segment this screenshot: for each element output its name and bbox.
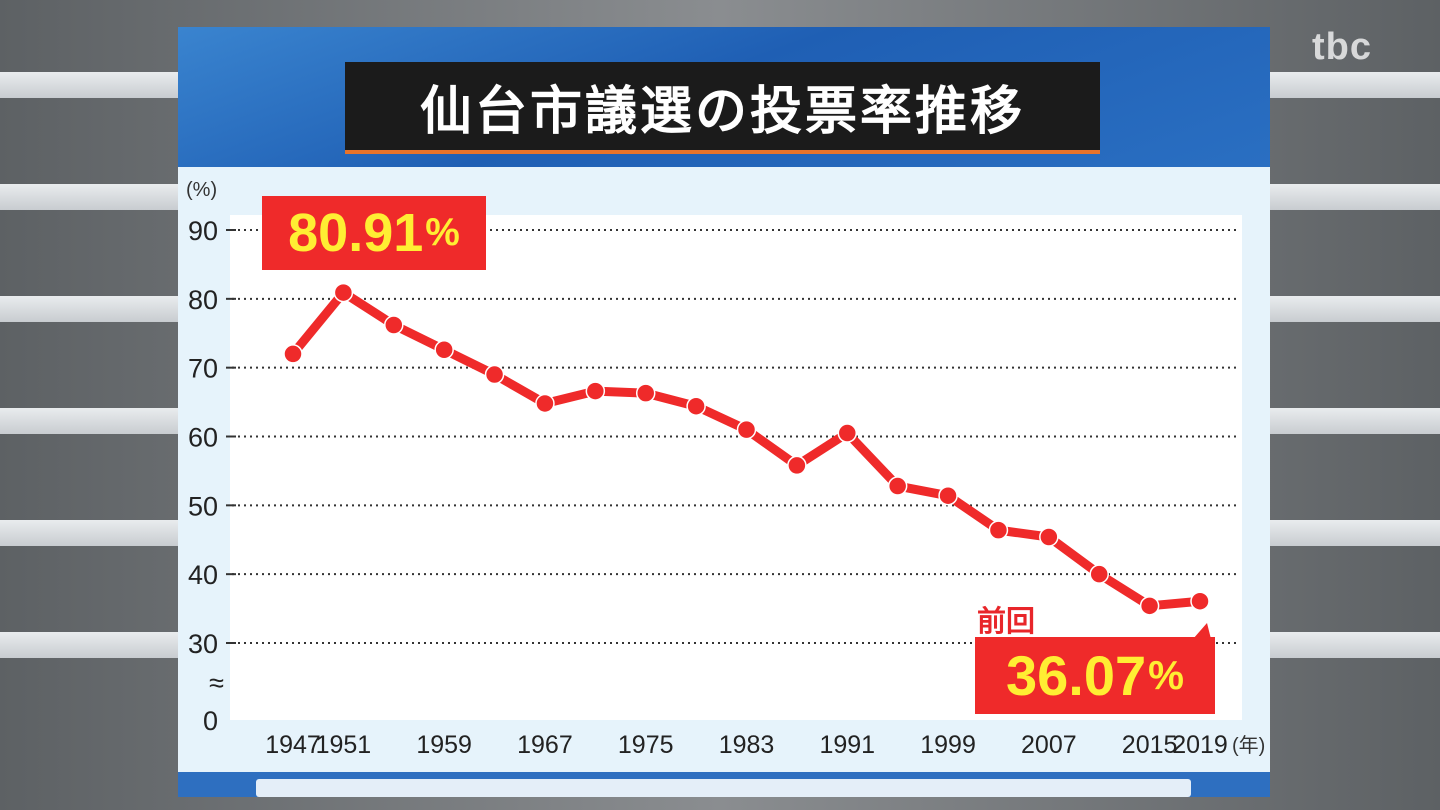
y-axis-unit: (%) [186, 179, 217, 201]
data-point [585, 381, 606, 401]
data-point [887, 476, 908, 496]
last-value-callout: 36.07% [975, 623, 1215, 714]
x-tick-label: 2015 [1122, 731, 1178, 759]
data-point [1039, 527, 1059, 547]
last-value-percent: % [1148, 652, 1184, 699]
max-value-percent: % [425, 210, 460, 254]
x-tick-label: 2019 [1172, 731, 1228, 759]
y-tick-label: 0 [203, 706, 218, 736]
chart-title: 仙台市議選の投票率推移 [419, 81, 1025, 142]
series-turnout [283, 282, 1210, 616]
broadcaster-logo: tbc [1312, 26, 1372, 68]
data-point [635, 383, 656, 403]
x-tick-label: 1999 [920, 731, 976, 759]
data-point [384, 315, 404, 335]
previous-election-label: 前回 [977, 604, 1036, 638]
y-tick-label: 50 [188, 491, 218, 521]
y-tick-label: 90 [188, 216, 218, 246]
series-line [288, 288, 1205, 611]
y-tick-label: 40 [188, 560, 218, 590]
data-point [1139, 596, 1160, 616]
y-tick-label: 70 [188, 354, 218, 384]
x-tick-label: 1951 [316, 731, 372, 759]
panel-footer-bar [256, 779, 1191, 797]
y-axis: 90 80 70 60 50 40 30 ≈0 (%) [186, 179, 236, 736]
data-point [1089, 564, 1109, 584]
data-point [434, 340, 454, 360]
y-tick-label: ≈ [209, 668, 224, 698]
grid-lines [232, 229, 1240, 644]
y-tick-label: 80 [188, 285, 218, 315]
data-point [333, 282, 354, 303]
data-point [283, 344, 303, 364]
x-tick-label: 1947 [265, 731, 321, 759]
data-point [1190, 591, 1210, 611]
max-value-callout: 80.91% [262, 196, 486, 270]
title-box: 仙台市議選の投票率推移 [345, 62, 1100, 154]
x-tick-label: 2007 [1021, 731, 1077, 759]
data-point [535, 393, 555, 414]
x-tick-label: 1983 [719, 731, 775, 759]
data-point [484, 364, 505, 385]
x-tick-label: 1967 [517, 731, 573, 759]
y-tick-label: 30 [188, 629, 218, 659]
x-tick-label: 1959 [416, 731, 472, 759]
x-axis-unit: (年) [1232, 734, 1265, 757]
data-point [837, 423, 858, 443]
data-point [736, 419, 757, 440]
max-value-label: 80.91 [288, 203, 424, 263]
data-point [787, 455, 807, 476]
y-tick-label: 60 [188, 423, 218, 453]
data-point [686, 396, 706, 416]
x-tick-label: 1975 [618, 731, 674, 759]
last-value-label: 36.07 [1006, 643, 1147, 707]
data-point [938, 485, 958, 506]
data-point [988, 520, 1009, 540]
x-tick-label: 1991 [819, 731, 875, 759]
